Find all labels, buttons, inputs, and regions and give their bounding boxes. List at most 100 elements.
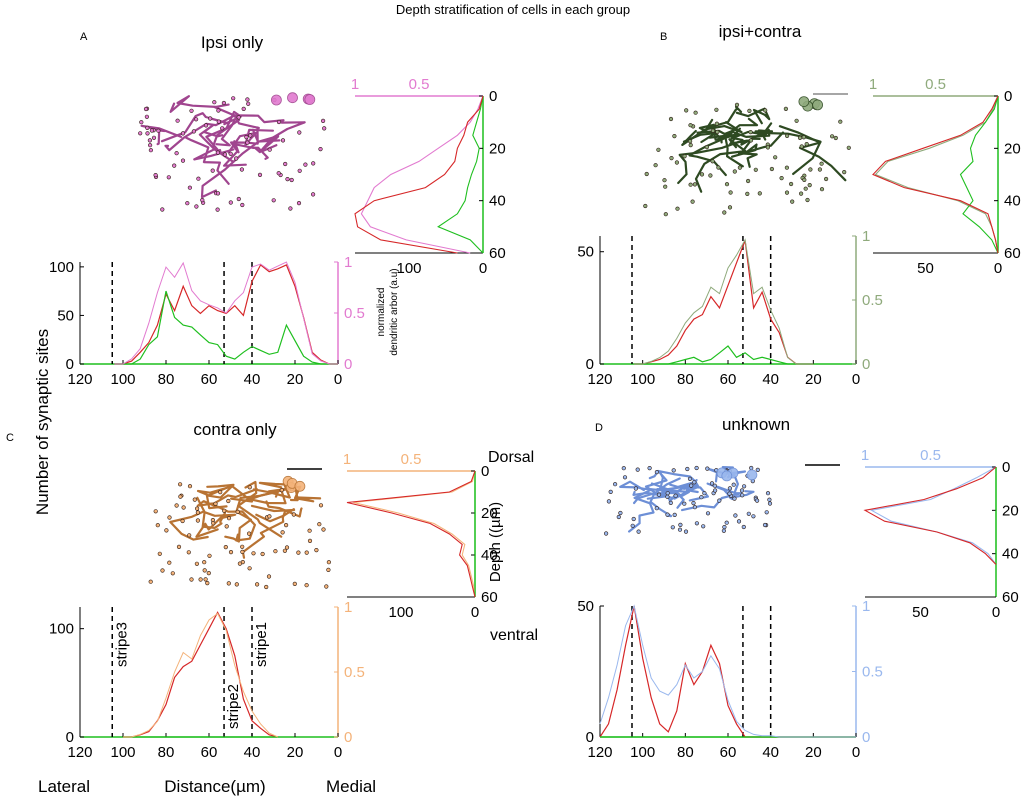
depth-tick-label: 0 [481, 463, 489, 480]
right-y-tick-label: 0 [344, 729, 352, 746]
depth-profile-accent [353, 470, 476, 598]
depth-tick-label: 60 [489, 245, 506, 262]
depth-tick-label: 40 [1004, 193, 1021, 210]
right-y-tick-label: 0.5 [344, 305, 365, 322]
x-tick-label: 80 [677, 371, 694, 388]
pink-neuron-reconstruction-icon [138, 92, 327, 212]
right-y-tick-label: 0 [344, 356, 352, 373]
panel-title: unknown [722, 415, 790, 434]
depth-profile-green [437, 95, 484, 254]
y-tick-label: 50 [57, 307, 74, 324]
right-y-tick-label: 0.5 [862, 292, 883, 309]
depth-profile-accent [360, 95, 484, 254]
y-tick-label: 0 [586, 356, 594, 373]
depth-bottom-tick-label: 100 [388, 604, 413, 621]
y-tick-label: 100 [49, 259, 74, 276]
depth-profile-green [959, 95, 999, 254]
y-tick-label: 0 [586, 729, 594, 746]
depth-bottom-tick-label: 50 [917, 260, 934, 277]
x-tick-label: 80 [158, 371, 175, 388]
depth-axis-label: Depth ((µm) [487, 502, 504, 582]
series-line-synapse-total [114, 263, 338, 365]
dendritic-axis-label-line1: normalized [376, 288, 387, 337]
x-tick-label: 120 [67, 744, 92, 761]
right-y-tick-label: 1 [862, 598, 870, 615]
right-y-tick-label: 0 [862, 729, 870, 746]
x-tick-label: 20 [805, 744, 822, 761]
x-tick-label: 0 [852, 744, 860, 761]
right-y-tick-label: 1 [344, 254, 352, 271]
depth-tick-label: 20 [1002, 502, 1019, 519]
right-y-tick-label: 0 [862, 356, 870, 373]
x-tick-label: 40 [244, 371, 261, 388]
depth-top-tick-label: 1 [869, 76, 877, 93]
panel-letter: B [660, 31, 667, 43]
depth-bottom-tick-label: 0 [992, 604, 1000, 621]
x-tick-label: 20 [805, 371, 822, 388]
right-y-tick-label: 0.5 [344, 664, 365, 681]
lateral-label: Lateral [38, 777, 90, 796]
x-tick-label: 100 [110, 371, 135, 388]
depth-bottom-tick-label: 0 [479, 260, 487, 277]
series-line-synapse-green [634, 345, 814, 365]
x-tick-label: 120 [67, 371, 92, 388]
depth-top-tick-label: 1 [861, 447, 869, 464]
depth-tick-label: 0 [489, 88, 497, 105]
x-tick-label: 60 [720, 744, 737, 761]
y-tick-label: 0 [66, 356, 74, 373]
depth-top-tick-label: 0.5 [409, 76, 430, 93]
green-neuron-reconstruction-icon [643, 96, 851, 217]
depth-bottom-tick-label: 0 [994, 260, 1002, 277]
y-tick-label: 0 [66, 729, 74, 746]
x-tick-label: 20 [287, 744, 304, 761]
depth-tick-label: 0 [1004, 88, 1012, 105]
depth-profile-accent [874, 95, 999, 254]
x-tick-label: 0 [334, 744, 342, 761]
depth-bottom-tick-label: 100 [396, 260, 421, 277]
figure-title: Depth stratification of cells in each gr… [396, 2, 630, 17]
x-tick-label: 40 [762, 744, 779, 761]
x-tick-label: 80 [158, 744, 175, 761]
depth-tick-label: 20 [489, 140, 506, 157]
stripe-label: stripe3 [113, 622, 130, 667]
depth-tick-label: 20 [1004, 140, 1021, 157]
series-line-dendritic-arbor [599, 604, 856, 738]
y-tick-label: 100 [49, 621, 74, 638]
panel-letter: D [595, 422, 603, 434]
x-tick-label: 60 [201, 371, 218, 388]
x-tick-label: 80 [677, 744, 694, 761]
x-tick-label: 100 [630, 371, 655, 388]
series-line-dendritic-arbor [114, 261, 338, 365]
dendritic-axis-label-line2: dendritic arbor (a.u) [389, 268, 400, 355]
stripe-label: stripe2 [225, 684, 242, 729]
depth-tick-label: 20 [481, 505, 498, 522]
depth-tick-label: 60 [481, 589, 498, 606]
series-line-dendritic-arbor [634, 238, 814, 365]
depth-bottom-tick-label: 0 [471, 604, 479, 621]
x-tick-label: 20 [287, 371, 304, 388]
y-tick-label: 50 [577, 244, 594, 261]
depth-top-tick-label: 0.5 [925, 76, 946, 93]
right-y-tick-label: 0.5 [862, 664, 883, 681]
panel-title: ipsi+contra [719, 22, 802, 41]
depth-tick-label: 0 [1002, 459, 1010, 476]
shared-y-axis-label: Number of synaptic sites [33, 329, 52, 515]
series-line-synapse-green [114, 290, 338, 365]
x-tick-label: 0 [852, 371, 860, 388]
orange-neuron-reconstruction-icon [148, 475, 332, 590]
depth-tick-label: 60 [1002, 589, 1019, 606]
depth-bottom-tick-label: 50 [912, 604, 929, 621]
x-tick-label: 60 [720, 371, 737, 388]
ventral-label: ventral [490, 627, 538, 644]
blue-neuron-reconstruction-icon [603, 465, 773, 536]
x-tick-label: 40 [244, 744, 261, 761]
depth-profile-red [346, 470, 476, 598]
medial-label: Medial [326, 777, 376, 796]
depth-profile-red [872, 95, 999, 254]
x-tick-label: 40 [762, 371, 779, 388]
panel-title: Ipsi only [201, 33, 264, 52]
x-tick-label: 100 [630, 744, 655, 761]
